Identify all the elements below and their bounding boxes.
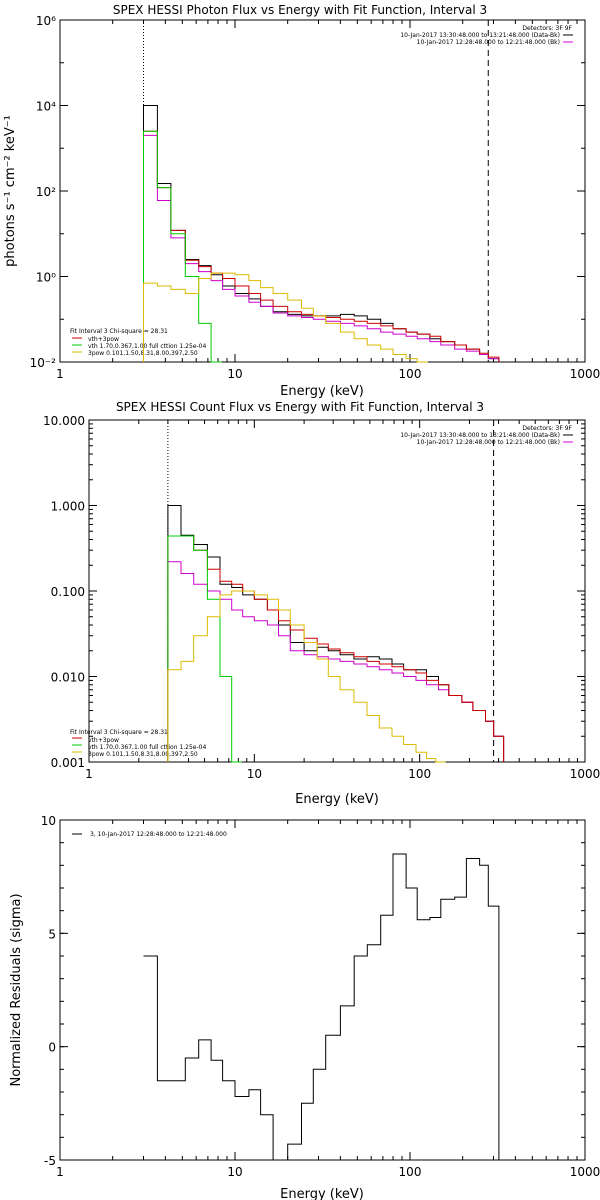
legend-bk-entry: 10-Jan-2017 12:28:48.000 to 12:21:48.000… bbox=[417, 439, 560, 446]
series-line-1 bbox=[167, 561, 505, 762]
y-tick-label: 0 bbox=[48, 1041, 56, 1055]
series-line-0 bbox=[167, 505, 505, 762]
y-tick-label: 5 bbox=[48, 927, 56, 941]
panel-count-flux: SPEX HESSI Count Flux vs Energy with Fit… bbox=[43, 400, 600, 807]
series-line-0 bbox=[143, 853, 500, 1161]
panel-residuals: Energy (keV) Normalized Residuals (sigma… bbox=[9, 814, 600, 1200]
x-tick-label: 1000 bbox=[570, 1165, 600, 1179]
legend-fit-header: Fit Interval 3 Chi-square = 28.31 bbox=[70, 729, 168, 736]
x-tick-label: 10 bbox=[227, 1165, 242, 1179]
legend-data-entry: 10-Jan-2017 13:30:48.000 to 13:21:48.000… bbox=[400, 32, 560, 39]
series-line-3 bbox=[167, 535, 242, 763]
y-tick-label: -5 bbox=[44, 1154, 56, 1168]
x-tick-label: 100 bbox=[399, 367, 422, 381]
chart-title: SPEX HESSI Photon Flux vs Energy with Fi… bbox=[113, 3, 487, 17]
chart-title: SPEX HESSI Count Flux vs Energy with Fit… bbox=[116, 400, 484, 414]
legend-residual-entry: 3, 10-Jan-2017 12:28:48.000 to 12:21:48.… bbox=[90, 831, 227, 838]
y-axis-label: Normalized Residuals (sigma) bbox=[9, 893, 24, 1086]
y-tick-label: 10⁰ bbox=[36, 271, 56, 285]
series-line-3 bbox=[143, 130, 222, 363]
series-line-2 bbox=[143, 130, 500, 362]
y-tick-label: 0.001 bbox=[51, 756, 85, 770]
x-tick-label: 10 bbox=[227, 367, 242, 381]
x-tick-label: 100 bbox=[408, 767, 431, 781]
plot-frame bbox=[59, 819, 586, 1161]
y-tick-label: 10⁶ bbox=[36, 14, 56, 28]
x-tick-label: 1 bbox=[56, 1165, 64, 1179]
legend-fit-3pow: 3pow 0.101,1.50,8.31,8.00,397,2.50 bbox=[88, 350, 198, 357]
series-line-0 bbox=[143, 105, 500, 362]
series-line-1 bbox=[143, 134, 500, 362]
y-tick-label: 10⁻² bbox=[30, 356, 57, 370]
legend-fit-vth: vth 1.70,0.367,1.00 full cttion 1.25e-04 bbox=[88, 744, 206, 751]
x-tick-label: 10 bbox=[247, 767, 262, 781]
y-tick-label: 10 bbox=[41, 814, 56, 828]
legend-fit-total: vth+3pow bbox=[88, 737, 119, 744]
x-axis-label: Energy (keV) bbox=[280, 1187, 364, 1200]
series-line-2 bbox=[167, 535, 505, 762]
y-tick-label: 0.100 bbox=[51, 585, 85, 599]
legend-fit-header: Fit Interval 3 Chi-square = 28.31 bbox=[70, 328, 168, 335]
x-tick-label: 100 bbox=[399, 1165, 422, 1179]
series-line-4 bbox=[167, 590, 446, 763]
legend-fit-3pow: 3pow 0.101,1.50,8.31,8.00,397,2.50 bbox=[88, 751, 198, 758]
plot-frame bbox=[59, 19, 586, 363]
x-axis-label: Energy (keV) bbox=[280, 384, 364, 399]
plot-frame bbox=[88, 419, 586, 763]
y-tick-label: 10.000 bbox=[43, 414, 85, 428]
x-axis-label: Energy (keV) bbox=[295, 792, 379, 807]
legend-detectors: Detectors: 3F 9F bbox=[522, 425, 572, 432]
legend-data-entry: 10-Jan-2017 13:30:48.000 to 13:21:48.000… bbox=[400, 432, 560, 439]
x-tick-label: 1 bbox=[85, 767, 93, 781]
panel-photon-flux: SPEX HESSI Photon Flux vs Energy with Fi… bbox=[3, 3, 600, 399]
legend-detectors: Detectors: 3F 9F bbox=[522, 25, 572, 32]
y-tick-label: 0.010 bbox=[51, 671, 85, 685]
x-tick-label: 1000 bbox=[570, 767, 600, 781]
x-tick-label: 1 bbox=[56, 367, 64, 381]
y-tick-label: 10² bbox=[36, 185, 56, 199]
y-tick-label: 10⁴ bbox=[36, 100, 56, 114]
legend-fit-total: vth+3pow bbox=[88, 336, 119, 343]
legend-fit-vth: vth 1.70,0.367,1.00 full cttion 1.25e-04 bbox=[88, 343, 206, 350]
x-tick-label: 1000 bbox=[570, 367, 600, 381]
y-tick-label: 1.000 bbox=[51, 500, 85, 514]
y-axis-label: photons s⁻¹ cm⁻² keV⁻¹ bbox=[3, 115, 18, 267]
series-line-4 bbox=[143, 272, 428, 363]
